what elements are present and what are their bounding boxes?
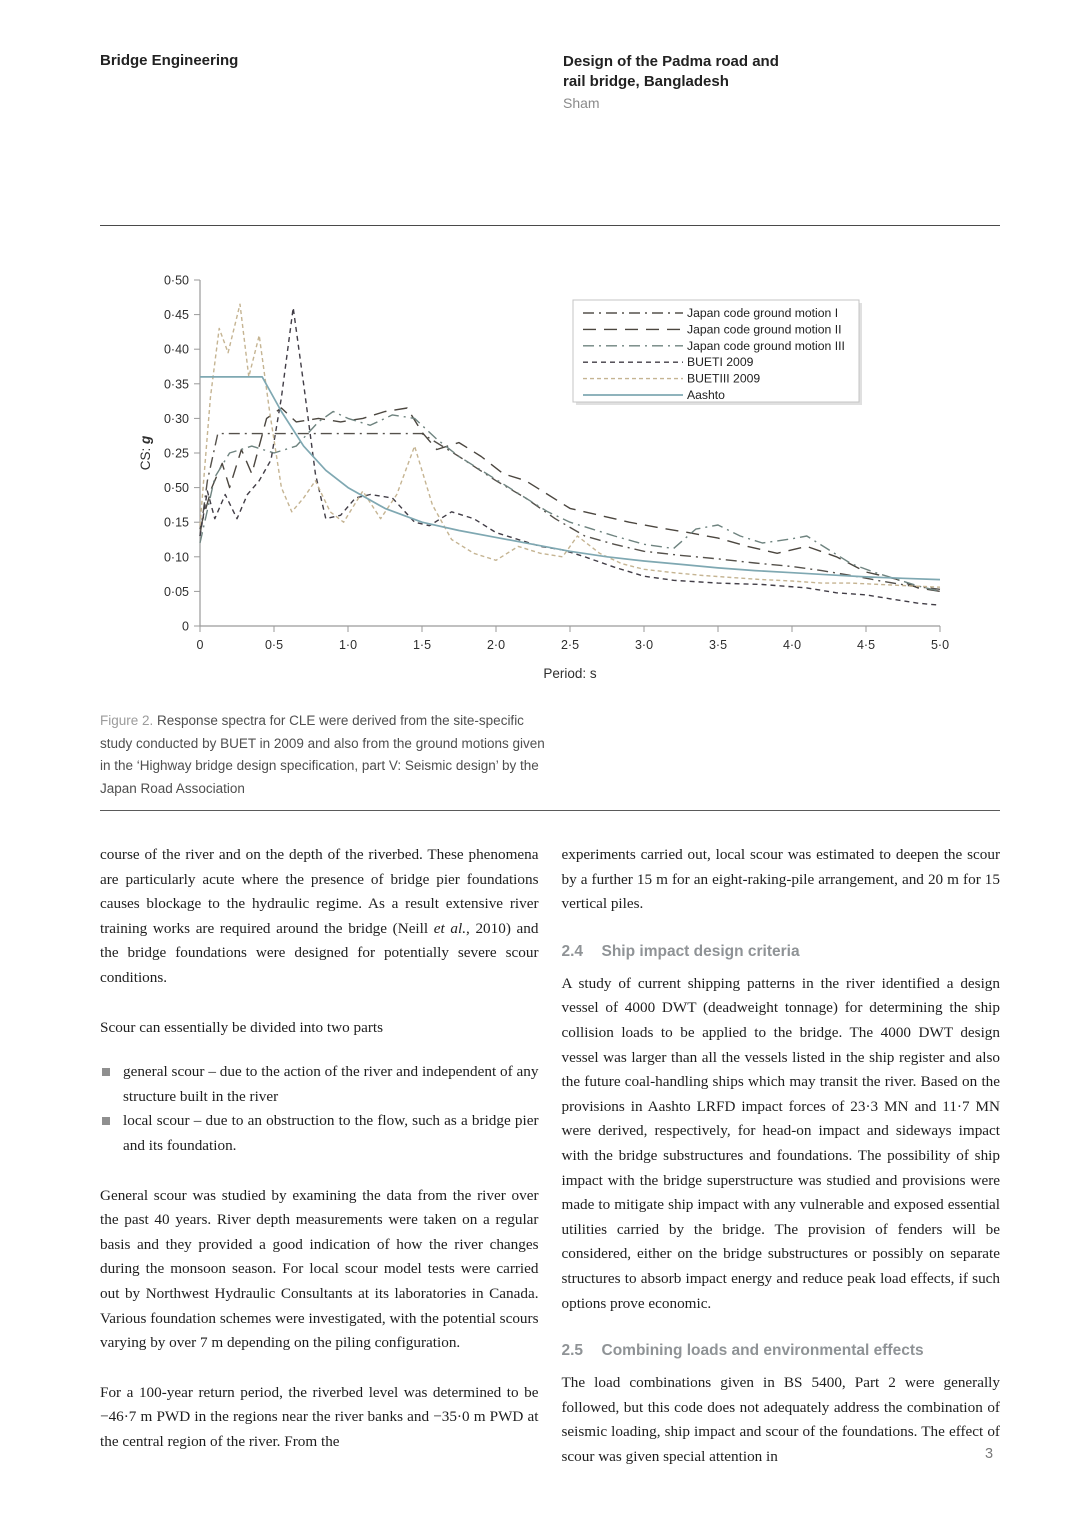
response-spectra-chart: 00·050·100·150·500·250·300·350·400·450·5… — [138, 274, 949, 682]
y-tick-label: 0·05 — [164, 585, 189, 599]
y-tick-label: 0·10 — [164, 550, 189, 564]
list-item-text: general scour – due to the action of the… — [123, 1063, 539, 1105]
list-item-text: local scour – due to an obstruction to t… — [123, 1112, 539, 1154]
x-tick-label: 2·5 — [561, 638, 579, 652]
y-tick-label: 0·15 — [164, 516, 189, 530]
series-line-bueti-2009 — [199, 307, 941, 606]
paragraph: General scour was studied by examining t… — [100, 1186, 539, 1352]
x-tick-label: 4·0 — [783, 638, 801, 652]
legend-item-label: Japan code ground motion I — [687, 306, 838, 320]
y-tick-label: 0·25 — [164, 447, 189, 461]
page-number: 3 — [985, 1446, 994, 1462]
y-tick-label: 0·35 — [164, 377, 189, 391]
section-title: Combining loads and environmental effect… — [601, 1342, 924, 1360]
y-tick-label: 0·50 — [164, 274, 189, 288]
x-tick-label: 1·5 — [413, 638, 431, 652]
article-author: Sham — [563, 95, 600, 111]
legend-item-label: BUETIII 2009 — [687, 372, 760, 386]
figure-caption: Figure 2. Response spectra for CLE were … — [100, 713, 545, 796]
body-text: course of the river and on the depth of … — [100, 843, 1000, 1494]
section-heading-2-5: 2.5 Combining loads and environmental ef… — [562, 1341, 1001, 1361]
paragraph: course of the river and on the depth of … — [100, 846, 539, 986]
section-title: Ship impact design criteria — [601, 942, 800, 960]
y-tick-label: 0·50 — [164, 481, 189, 495]
horizontal-rule-mid — [100, 810, 1000, 811]
x-tick-label: 3·5 — [709, 638, 727, 652]
horizontal-rule-top — [100, 225, 1000, 226]
bullet-square-icon — [102, 1068, 110, 1077]
x-tick-label: 4·5 — [857, 638, 875, 652]
x-tick-label: 1·0 — [339, 638, 357, 652]
legend-item-label: Japan code ground motion II — [687, 322, 841, 336]
legend-item-label: Aashto — [687, 388, 725, 402]
legend-item-label: Japan code ground motion III — [687, 339, 845, 353]
list-item: local scour – due to an obstruction to t… — [100, 1109, 539, 1158]
y-tick-label: 0·45 — [164, 308, 189, 322]
series-line-buetiii-2009 — [199, 303, 941, 588]
paragraph: For a 100-year return period, the riverb… — [100, 1383, 539, 1450]
section-number: 2.4 — [561, 942, 584, 960]
section-number: 2.5 — [561, 1342, 584, 1360]
paragraph: experiments carried out, local scour was… — [561, 846, 1001, 913]
figure-2-chart: 0 0·05 0·10 0·15 0·50 0·25 0·30 0·35 0·40 0·45 0·5… — [100, 255, 980, 687]
paragraph: The load combinations given in BS 5400, … — [561, 1374, 1001, 1465]
journal-name: Bridge Engineering — [100, 52, 239, 69]
series-line-japan-code-ground-motion-i — [199, 432, 941, 590]
x-axis-title: Period: s — [543, 666, 597, 681]
x-tick-label: 5·0 — [931, 638, 949, 652]
list-item: general scour – due to the action of the… — [100, 1060, 539, 1109]
y-tick-label: 0·40 — [164, 343, 189, 357]
paragraph: A study of current shipping patterns in … — [561, 974, 1001, 1312]
left-column: course of the river and on the depth of … — [100, 843, 539, 1494]
article-header: Design of the Padma road and rail bridge… — [563, 52, 813, 111]
series-line-aashto — [200, 376, 941, 581]
bullet-list: general scour – due to the action of the… — [100, 1060, 539, 1158]
y-tick-label: 0 — [182, 620, 189, 634]
right-column: experiments carried out, local scour was… — [562, 843, 1001, 1494]
x-tick-label: 0 — [197, 638, 204, 652]
paragraph: Scour can essentially be divided into tw… — [100, 1018, 384, 1036]
bullet-square-icon — [102, 1117, 110, 1126]
x-tick-label: 3·0 — [635, 638, 653, 652]
y-tick-label: 0·30 — [164, 412, 189, 426]
series-line-japan-code-ground-motion-ii — [199, 407, 941, 593]
legend-box — [572, 299, 860, 403]
y-axis-title: CS: g — [138, 435, 153, 470]
article-title: Design of the Padma road and rail bridge… — [563, 53, 779, 90]
legend-item-label: BUETI 2009 — [687, 355, 754, 369]
x-tick-label: 0·5 — [265, 638, 283, 652]
x-tick-label: 2·0 — [487, 638, 505, 652]
series-line-japan-code-ground-motion-iii — [199, 410, 941, 593]
section-heading-2-4: 2.4 Ship impact design criteria — [562, 942, 1001, 962]
